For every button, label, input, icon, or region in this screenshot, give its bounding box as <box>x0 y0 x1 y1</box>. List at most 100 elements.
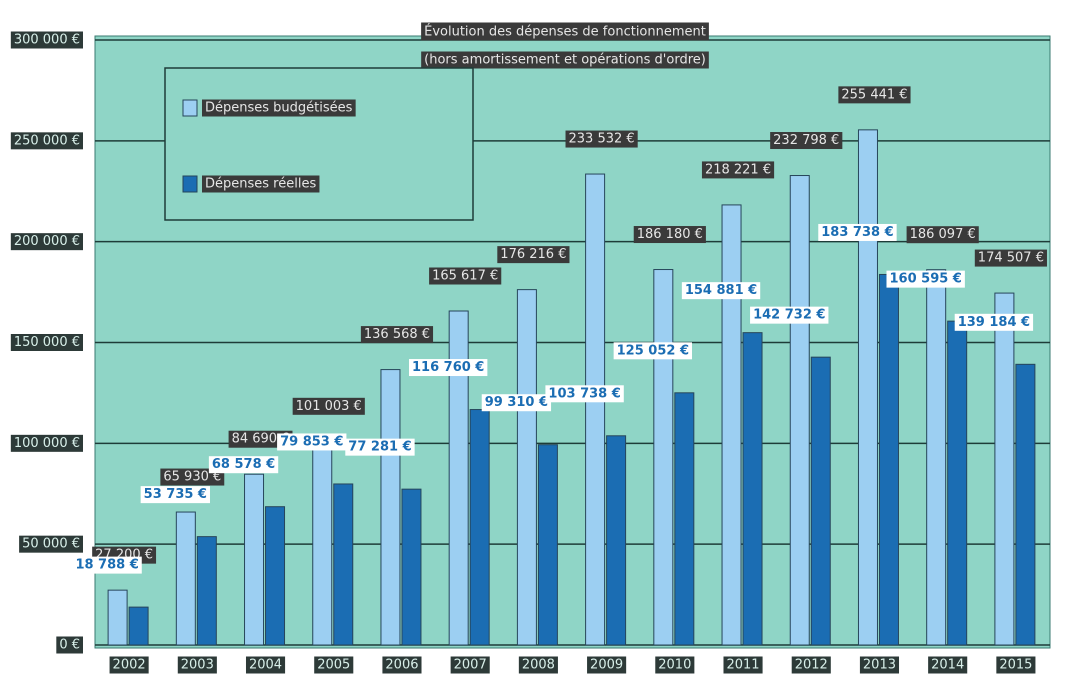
budget-value-label-group: 165 617 € <box>429 267 502 285</box>
real-value-label: 183 738 € <box>821 225 893 240</box>
bar <box>653 269 674 646</box>
real-value-label-box <box>545 385 624 403</box>
y-tick-label-box <box>56 636 83 654</box>
real-value-label: 154 881 € <box>685 283 757 298</box>
x-tick-label-group: 2011 <box>723 656 763 674</box>
y-tick-label-box <box>19 535 83 553</box>
budget-value-label: 186 180 € <box>637 227 703 242</box>
y-tick-label-group: 250 000 € <box>10 132 83 150</box>
budget-value-label-group: 233 532 € <box>565 130 638 148</box>
x-tick-label-group: 2003 <box>177 656 217 674</box>
budget-value-label-box <box>228 430 293 448</box>
budget-value-label: 176 216 € <box>500 247 566 262</box>
bar <box>380 369 401 646</box>
x-tick-label-box <box>723 656 763 674</box>
bar <box>128 606 149 646</box>
x-tick-label-group: 2009 <box>587 656 627 674</box>
real-value-label-box <box>72 556 142 574</box>
x-tick-label-box <box>791 656 831 674</box>
real-value-label-box <box>277 433 347 451</box>
legend-label-group: Dépenses réelles <box>202 175 320 193</box>
real-value-label-group: 125 052 € <box>613 342 693 360</box>
budget-value-label: 233 532 € <box>569 132 635 147</box>
real-value-label-box <box>886 270 965 288</box>
x-tick-label-box <box>450 656 490 674</box>
y-tick-label-group: 200 000 € <box>10 233 83 251</box>
x-tick-label: 2013 <box>863 658 896 673</box>
bar <box>265 506 286 646</box>
bar <box>585 173 606 646</box>
real-value-label-group: 18 788 € <box>72 556 142 574</box>
budget-value-label: 65 930 € <box>163 470 221 485</box>
y-tick-label-box <box>10 31 83 49</box>
x-tick-label: 2010 <box>658 658 691 673</box>
bar <box>789 175 810 646</box>
x-tick-label-box <box>928 656 968 674</box>
budget-value-label: 255 441 € <box>841 87 907 102</box>
real-value-label-group: 103 738 € <box>545 385 624 403</box>
real-value-label: 18 788 € <box>75 558 138 573</box>
budget-value-label: 186 097 € <box>910 227 976 242</box>
y-tick-label-box <box>10 233 83 251</box>
x-tick-label: 2005 <box>317 658 350 673</box>
real-value-label: 68 578 € <box>212 457 275 472</box>
budget-value-label-box <box>770 132 843 150</box>
real-value-label-group: 77 281 € <box>345 438 415 456</box>
y-tick-label-group: 300 000 € <box>10 31 83 49</box>
budget-value-label-group: 218 221 € <box>701 161 775 179</box>
x-tick-label: 2008 <box>522 658 555 673</box>
y-tick-label-group: 100 000 € <box>10 434 83 452</box>
x-tick-label-group: 2008 <box>518 656 558 674</box>
budget-value-label-box <box>429 267 502 285</box>
legend-label: Dépenses réelles <box>205 177 316 192</box>
bar <box>401 488 422 646</box>
bar <box>810 356 831 646</box>
x-tick-label-group: 2006 <box>382 656 422 674</box>
budget-value-label: 136 568 € <box>364 327 430 342</box>
bar <box>674 392 695 646</box>
real-value-label-box <box>345 438 415 456</box>
budget-value-label-group: 136 568 € <box>360 326 434 344</box>
budget-value-label-group: 186 097 € <box>906 226 979 244</box>
bar <box>994 292 1015 646</box>
real-value-label: 125 052 € <box>617 343 689 358</box>
budget-value-label-box <box>633 226 706 244</box>
bar <box>537 444 558 646</box>
real-value-label: 103 738 € <box>548 386 620 401</box>
bar <box>742 332 763 646</box>
budget-value-label-group: 65 930 € <box>160 468 225 486</box>
chart-title-group: Évolution des dépenses de fonctionnement <box>421 22 709 41</box>
real-value-label-group: 142 732 € <box>750 306 829 324</box>
y-tick-label-group: 150 000 € <box>10 334 83 351</box>
legend-box <box>164 67 474 221</box>
bar <box>1015 363 1036 646</box>
x-tick-label-group: 2002 <box>109 656 149 674</box>
bar <box>606 435 627 646</box>
x-tick-label-box <box>314 656 354 674</box>
real-value-label-group: 154 881 € <box>681 282 761 300</box>
budget-value-label-group: 174 507 € <box>974 249 1047 267</box>
real-value-label-box <box>140 486 210 504</box>
bar <box>244 473 265 646</box>
real-value-label-group: 53 735 € <box>140 486 210 504</box>
budget-value-label-box <box>292 397 365 415</box>
budget-value-label-box <box>838 86 911 104</box>
real-value-label: 99 310 € <box>485 395 548 410</box>
real-value-label: 79 853 € <box>280 434 343 449</box>
real-value-label-group: 79 853 € <box>277 433 347 451</box>
bar <box>878 273 899 646</box>
budget-value-label-box <box>160 468 225 486</box>
bar <box>721 204 742 646</box>
budget-value-label-group: 232 798 € <box>770 132 843 150</box>
bar <box>857 129 878 646</box>
x-tick-label: 2003 <box>181 658 214 673</box>
x-tick-label-group: 2012 <box>791 656 831 674</box>
y-tick-label-box <box>10 132 83 150</box>
chart-title: Évolution des dépenses de fonctionnement <box>424 24 706 40</box>
legend-label-group: Dépenses budgétisées <box>202 99 356 117</box>
x-tick-label: 2011 <box>726 658 759 673</box>
x-tick-label-box <box>655 656 695 674</box>
real-value-label-group: 183 738 € <box>818 223 897 241</box>
